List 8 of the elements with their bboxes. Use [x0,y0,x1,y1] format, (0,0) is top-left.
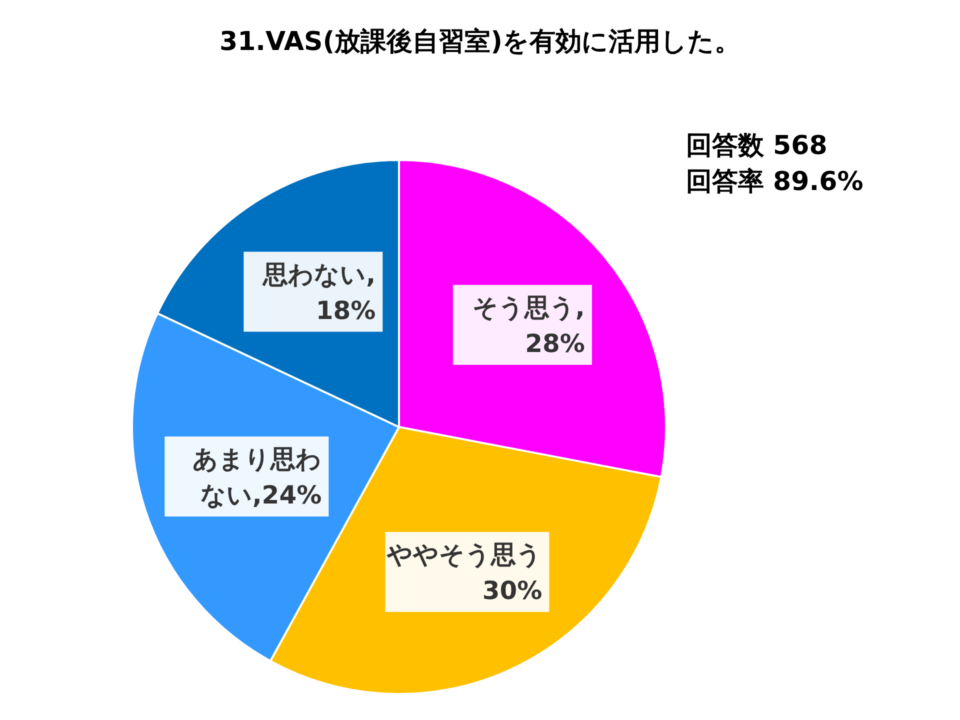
text: 回答数 568 [686,131,828,161]
text: 回答率 89.6% [686,167,864,197]
slice-label: ややそう思う [386,540,542,569]
slice-label: 思わない,18% [262,260,376,325]
slice-label: そう思う,28% [472,292,585,358]
slice-label: あまり思わない,24% [192,444,322,510]
chart-title: 31.VAS(放課後自習室)を有効に活用した。 [219,27,741,57]
data-label: 30% [482,576,542,605]
